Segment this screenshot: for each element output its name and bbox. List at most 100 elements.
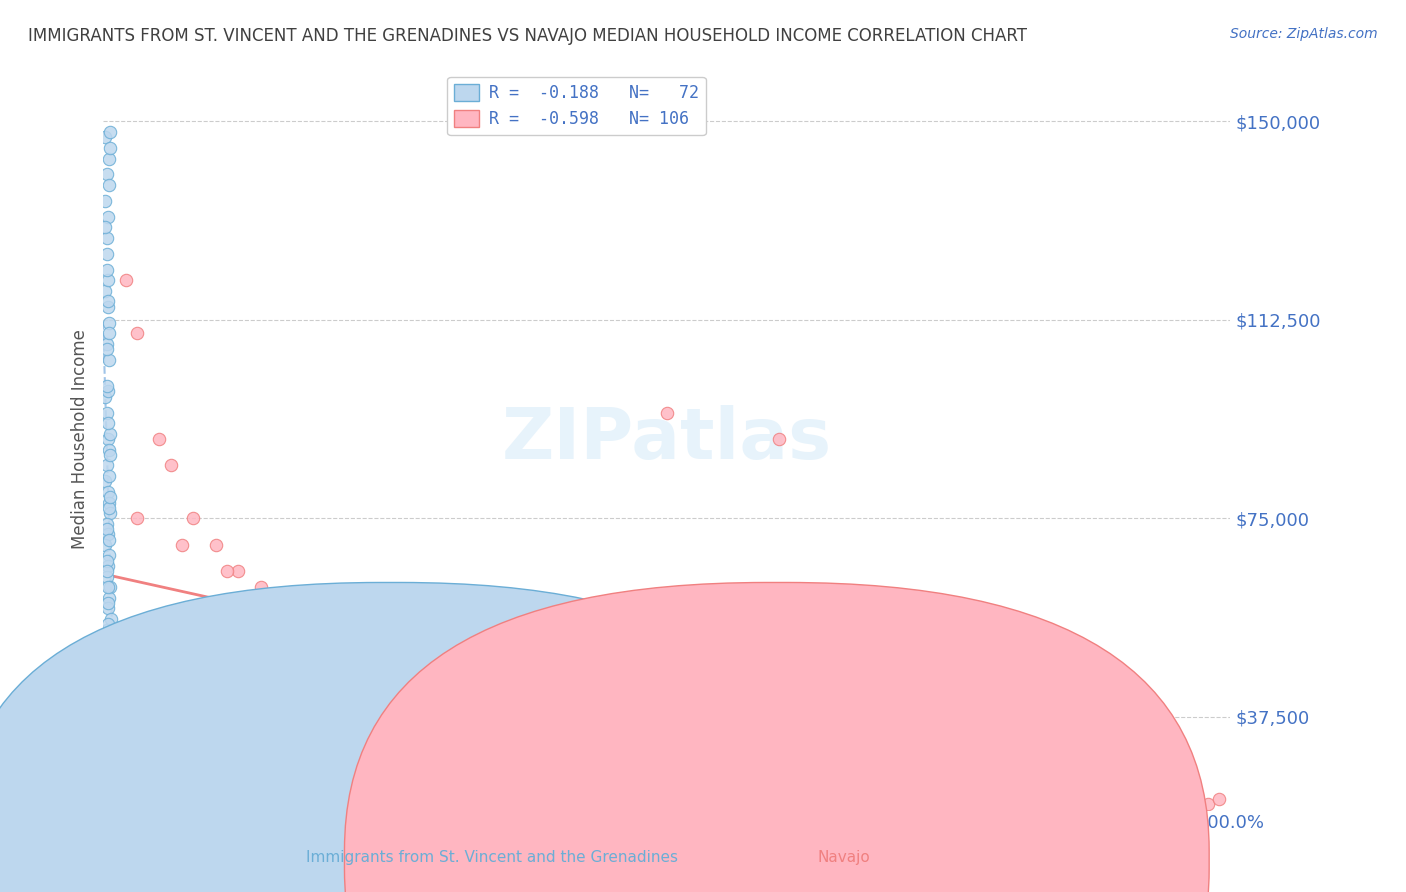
Point: [97, 728, 120, 742]
Point: [94, 220, 117, 235]
Point: [94, 194, 117, 208]
Point: [98, 125, 121, 139]
Y-axis label: Median Household Income: Median Household Income: [72, 329, 89, 549]
Point: [655, 723, 678, 738]
Point: [1129, 787, 1152, 801]
Point: [1163, 736, 1185, 750]
Point: [97, 591, 120, 605]
Point: [1118, 733, 1140, 747]
Point: [97, 580, 120, 594]
Point: [96, 623, 118, 637]
Point: [125, 511, 148, 525]
Point: [170, 538, 193, 552]
Point: [363, 648, 385, 663]
Text: Source: ZipAtlas.com: Source: ZipAtlas.com: [1230, 27, 1378, 41]
Point: [96, 379, 118, 393]
Point: [588, 755, 610, 769]
Point: [949, 776, 972, 790]
Point: [509, 691, 531, 706]
Point: [846, 707, 869, 722]
Point: [1039, 776, 1062, 790]
Point: [217, 565, 239, 579]
Point: [531, 665, 554, 679]
Point: [295, 617, 318, 632]
Point: [97, 384, 120, 399]
Point: [790, 739, 813, 753]
Point: [97, 601, 120, 615]
Point: [97, 533, 120, 547]
Point: [756, 697, 779, 711]
Point: [148, 432, 170, 446]
Point: [98, 739, 121, 753]
Point: [228, 707, 250, 722]
Point: [97, 432, 120, 446]
Point: [352, 617, 374, 632]
Point: [262, 591, 284, 605]
Point: [396, 659, 419, 673]
Point: [904, 755, 927, 769]
Point: [734, 733, 756, 747]
Point: [1163, 792, 1185, 806]
Point: [453, 739, 475, 753]
Point: [318, 723, 340, 738]
Point: [97, 707, 120, 722]
Point: [98, 644, 121, 658]
Point: [621, 681, 644, 695]
Point: [633, 713, 655, 727]
Point: [994, 779, 1017, 793]
Point: [97, 442, 120, 457]
Point: [621, 718, 644, 732]
Point: [1084, 781, 1107, 796]
Point: [96, 675, 118, 690]
Point: [100, 781, 122, 796]
Point: [96, 262, 118, 277]
Point: [239, 670, 262, 684]
Point: [96, 565, 118, 579]
Point: [340, 633, 363, 648]
Point: [96, 406, 118, 420]
Point: [1174, 789, 1197, 804]
Legend: R =  -0.188   N=   72, R =  -0.598   N= 106: R = -0.188 N= 72, R = -0.598 N= 106: [447, 77, 706, 135]
Point: [97, 178, 120, 192]
Point: [97, 697, 120, 711]
Point: [98, 141, 121, 155]
Point: [700, 728, 723, 742]
Point: [181, 697, 204, 711]
Point: [983, 723, 1005, 738]
Point: [486, 681, 509, 695]
Text: Navajo: Navajo: [817, 850, 870, 865]
Point: [441, 644, 464, 658]
Point: [100, 612, 122, 626]
Text: ZIPatlas: ZIPatlas: [502, 405, 832, 474]
Point: [1028, 728, 1050, 742]
Point: [543, 697, 565, 711]
Point: [576, 675, 599, 690]
Point: [565, 697, 588, 711]
Point: [94, 284, 117, 298]
Point: [98, 506, 121, 520]
Point: [97, 416, 120, 430]
Point: [284, 601, 307, 615]
Point: [94, 538, 117, 552]
Point: [97, 665, 120, 679]
Point: [97, 352, 120, 367]
Point: [97, 559, 120, 574]
Point: [262, 591, 284, 605]
Point: [97, 549, 120, 563]
Point: [1208, 792, 1230, 806]
Point: [498, 744, 520, 758]
Point: [96, 458, 118, 473]
Point: [678, 760, 700, 774]
Point: [374, 644, 396, 658]
Point: [98, 686, 121, 700]
Point: [97, 316, 120, 330]
Point: [453, 670, 475, 684]
Point: [96, 231, 118, 245]
Point: [711, 691, 734, 706]
Point: [125, 326, 148, 341]
Point: [98, 580, 121, 594]
Point: [723, 763, 745, 777]
Point: [1073, 781, 1095, 796]
Point: [96, 516, 118, 531]
Point: [97, 485, 120, 500]
